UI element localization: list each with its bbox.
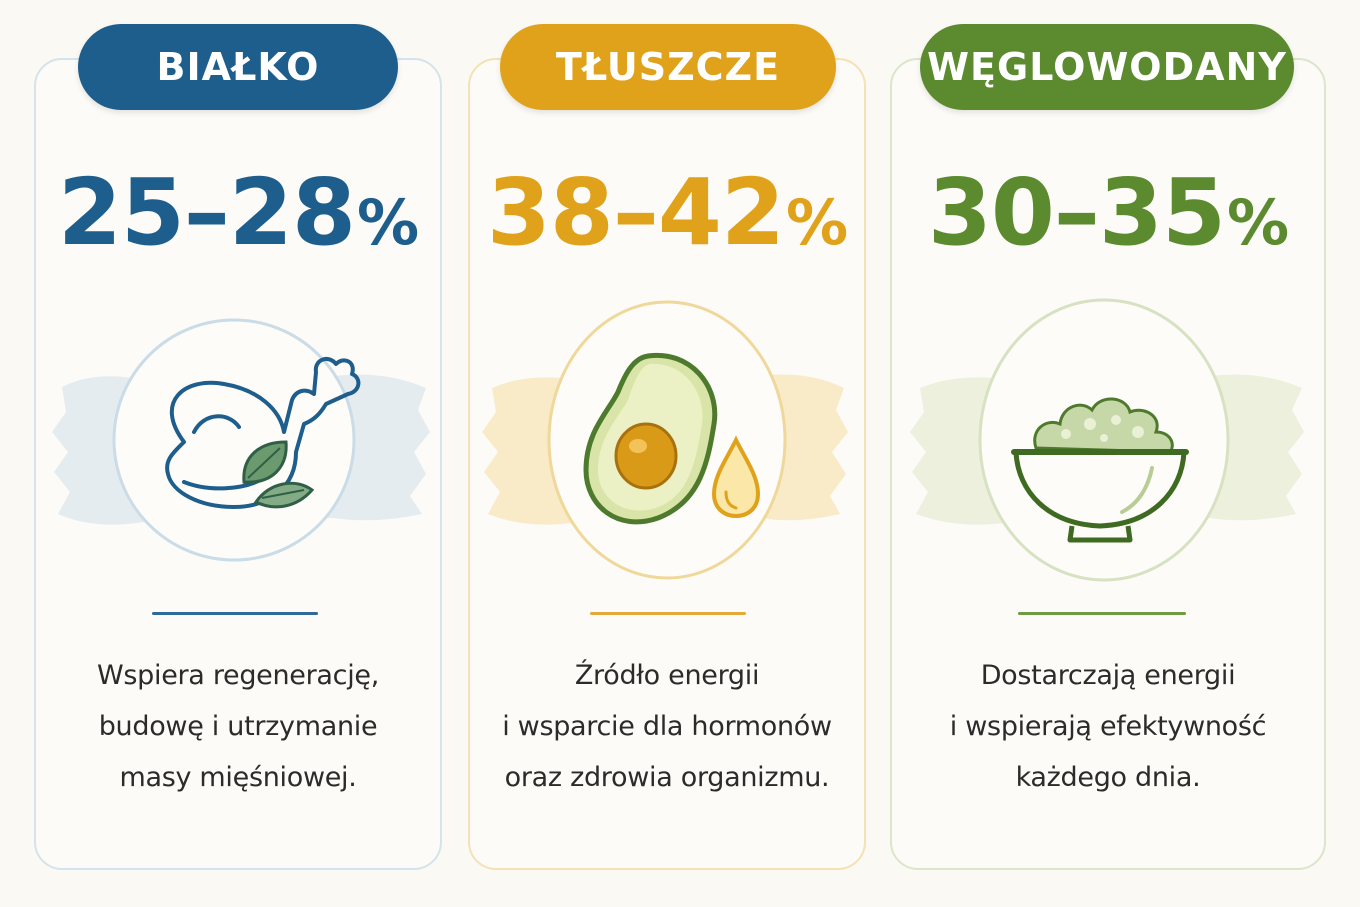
fat-illustration <box>468 292 866 592</box>
fat-unit: % <box>785 186 848 259</box>
avocado-oil-drop-icon <box>482 300 848 580</box>
carbs-divider <box>1018 612 1186 615</box>
fat-divider <box>590 612 746 615</box>
chicken-leg-icon <box>52 318 430 562</box>
fat-description-line: i wsparcie dla hormonów <box>502 711 832 742</box>
protein-range: 25–28 <box>57 159 356 266</box>
fat-description: Źródło energii i wsparcie dla hormonów o… <box>468 650 866 803</box>
grain-bowl-icon <box>910 298 1304 582</box>
protein-label: BIAŁKO <box>78 24 398 110</box>
protein-divider <box>152 612 318 615</box>
carbs-range: 30–35 <box>927 159 1226 266</box>
protein-description-line: masy mięśniowej. <box>119 762 357 793</box>
carbs-unit: % <box>1226 186 1289 259</box>
fat-percentage: 38–42% <box>468 158 866 268</box>
fat-range: 38–42 <box>486 159 785 266</box>
carbs-description-line: każdego dnia. <box>1015 762 1201 793</box>
carbs-illustration <box>890 292 1326 592</box>
carbs-description-line: Dostarczają energii <box>980 660 1236 691</box>
protein-description-line: budowę i utrzymanie <box>98 711 378 742</box>
protein-unit: % <box>356 186 419 259</box>
protein-description-line: Wspiera regenerację, <box>96 660 380 691</box>
carbs-percentage: 30–35% <box>890 158 1326 268</box>
carbs-description: Dostarczają energii i wspierają efektywn… <box>890 650 1326 803</box>
fat-label: TŁUSZCZE <box>500 24 836 110</box>
protein-illustration <box>34 292 442 592</box>
protein-percentage: 25–28% <box>34 158 442 268</box>
fat-description-line: oraz zdrowia organizmu. <box>504 762 830 793</box>
protein-description: Wspiera regenerację, budowę i utrzymanie… <box>34 650 442 803</box>
carbs-label: WĘGLOWODANY <box>920 24 1294 110</box>
fat-description-line: Źródło energii <box>574 660 760 691</box>
carbs-description-line: i wspierają efektywność <box>949 711 1267 742</box>
